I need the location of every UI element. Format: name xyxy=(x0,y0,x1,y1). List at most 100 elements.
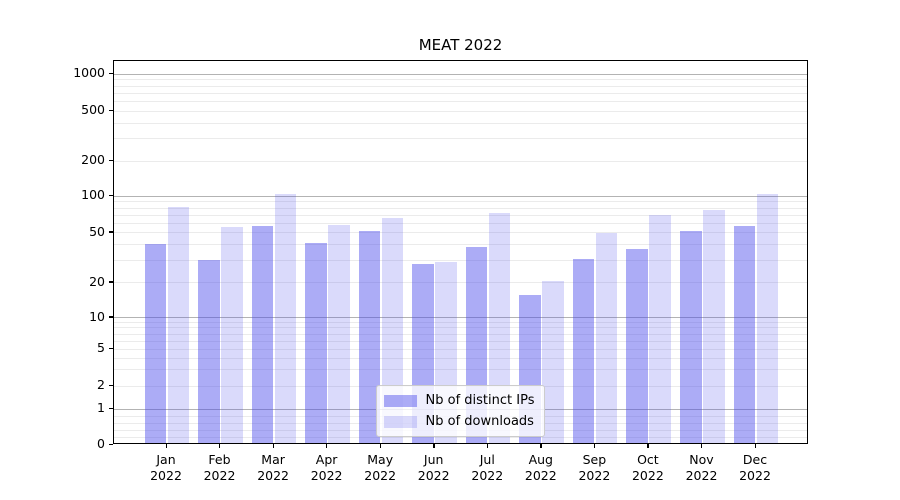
y-tick-label: 10 xyxy=(89,308,105,324)
legend: Nb of distinct IPs Nb of downloads xyxy=(375,385,546,437)
gridline-minor xyxy=(114,322,807,323)
x-tick-year: 2022 xyxy=(150,467,182,483)
bar-distinct-ips xyxy=(198,260,220,443)
x-tick-label: Aug 2022 xyxy=(513,452,569,483)
bar-distinct-ips xyxy=(358,230,381,443)
y-tick-label: 0 xyxy=(97,436,105,451)
y-tick-label: 200 xyxy=(81,152,105,167)
y-tick-label: 50 xyxy=(89,223,105,239)
x-tick-year: 2022 xyxy=(685,467,718,483)
bar-downloads xyxy=(595,232,618,443)
gridline-minor xyxy=(114,85,807,87)
bar-downloads xyxy=(221,226,243,443)
y-tick-label: 100 xyxy=(81,187,105,203)
bar-distinct-ips xyxy=(680,230,702,443)
x-tick-year: 2022 xyxy=(578,467,611,483)
bar-downloads xyxy=(703,210,725,443)
x-tick-month: Nov xyxy=(689,452,714,467)
y-axis-tick xyxy=(109,72,113,75)
x-tick-label: Jan 2022 xyxy=(138,452,194,483)
y-axis-tick xyxy=(109,194,113,197)
x-axis-tick xyxy=(540,444,542,448)
y-axis-tick xyxy=(109,281,113,283)
plot-area: Nb of distinct IPs Nb of downloads xyxy=(113,60,808,444)
gridline-minor xyxy=(114,437,807,439)
gridline-major xyxy=(114,195,807,197)
bar-downloads xyxy=(328,224,350,443)
x-tick-label: Apr 2022 xyxy=(299,452,355,483)
x-tick-month: Dec xyxy=(742,452,768,467)
x-axis-tick xyxy=(701,444,703,448)
x-tick-month: May xyxy=(367,452,394,467)
x-tick-month: Jul xyxy=(479,452,495,467)
gridline-minor xyxy=(114,160,807,162)
x-tick-label: Oct 2022 xyxy=(620,452,676,483)
x-tick-label: Jun 2022 xyxy=(406,452,462,483)
x-tick-month: Mar xyxy=(261,452,285,467)
x-tick-label: May 2022 xyxy=(352,452,408,483)
bar-distinct-ips xyxy=(626,248,648,443)
x-tick-month: Apr xyxy=(315,452,338,467)
bar-distinct-ips xyxy=(733,225,755,443)
x-tick-year: 2022 xyxy=(739,467,771,483)
gridline-minor xyxy=(114,207,807,209)
x-tick-label: Mar 2022 xyxy=(245,452,301,483)
bar-distinct-ips xyxy=(144,244,166,443)
gridline-minor xyxy=(114,244,807,246)
bar-downloads xyxy=(542,280,564,443)
gridline-minor xyxy=(114,327,807,329)
x-tick-month: Oct xyxy=(637,452,659,467)
legend-item-downloads: Nb of downloads xyxy=(383,413,535,430)
x-tick-year: 2022 xyxy=(417,467,450,483)
gridline-minor xyxy=(114,357,807,359)
gridline-minor xyxy=(114,348,807,350)
x-tick-year: 2022 xyxy=(471,467,504,483)
y-axis-tick xyxy=(109,231,113,233)
gridline-minor xyxy=(114,79,807,81)
x-axis-tick xyxy=(486,444,489,448)
x-tick-month: Feb xyxy=(208,452,231,467)
x-tick-year: 2022 xyxy=(203,467,236,483)
gridline-minor xyxy=(114,201,807,203)
x-tick-month: Aug xyxy=(528,452,553,467)
gridline-minor xyxy=(114,369,807,371)
y-axis-tick xyxy=(109,316,113,318)
gridline-minor xyxy=(114,110,807,112)
x-tick-month: Jan xyxy=(156,452,176,467)
y-axis-tick xyxy=(109,159,113,161)
x-axis-tick xyxy=(272,444,274,448)
y-tick-label: 20 xyxy=(89,273,105,289)
y-axis-tick xyxy=(109,443,113,445)
x-axis-tick xyxy=(165,444,167,448)
x-tick-label: Sep 2022 xyxy=(566,452,622,483)
gridline-major xyxy=(114,317,807,319)
legend-label-downloads: Nb of downloads xyxy=(425,414,534,429)
bar-distinct-ips xyxy=(251,225,274,443)
gridline-minor xyxy=(114,214,807,216)
x-tick-label: Jul 2022 xyxy=(459,452,515,483)
x-tick-label: Dec 2022 xyxy=(727,452,783,483)
y-tick-label: 2 xyxy=(97,377,105,392)
x-axis-tick xyxy=(754,444,756,448)
x-axis-tick xyxy=(593,444,596,448)
x-tick-year: 2022 xyxy=(524,467,557,483)
y-axis-tick xyxy=(109,384,113,386)
legend-item-distinct-ips: Nb of distinct IPs xyxy=(383,392,534,409)
x-tick-year: 2022 xyxy=(364,467,397,483)
y-tick-label: 500 xyxy=(81,102,105,117)
x-axis-tick xyxy=(326,444,328,448)
x-axis-tick xyxy=(647,444,649,448)
gridline-minor xyxy=(114,138,807,140)
gridline-minor xyxy=(114,340,807,342)
x-tick-year: 2022 xyxy=(310,467,343,483)
x-tick-month: Sep xyxy=(582,452,607,467)
gridline-major xyxy=(114,73,807,75)
x-axis-tick xyxy=(433,444,435,448)
x-tick-year: 2022 xyxy=(631,467,664,483)
x-tick-month: Jun xyxy=(423,452,444,467)
y-tick-label: 1000 xyxy=(73,65,105,81)
y-axis-tick xyxy=(109,347,113,350)
gridline-minor xyxy=(114,260,807,262)
x-axis-tick xyxy=(379,444,382,448)
